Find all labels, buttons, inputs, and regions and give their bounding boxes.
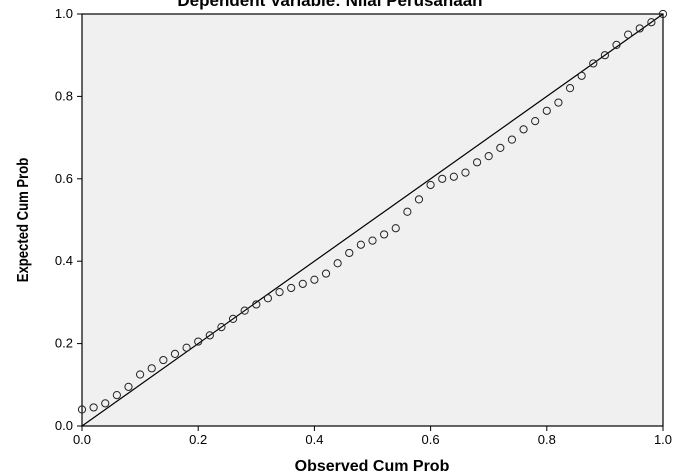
data-point <box>635 24 644 33</box>
data-point <box>554 98 563 107</box>
data-point <box>287 283 296 293</box>
data-point <box>461 168 470 177</box>
data-point <box>414 195 424 204</box>
data-point <box>298 279 307 288</box>
data-point <box>124 382 133 391</box>
data-point <box>159 355 168 365</box>
data-point <box>147 364 156 373</box>
data-point <box>345 248 354 258</box>
data-point <box>484 152 493 161</box>
chart-title: Dependent Variable: Nilai Perusahaan <box>177 0 482 10</box>
y-tick-label: 1.0 <box>55 6 73 21</box>
data-point <box>240 306 249 315</box>
data-point <box>321 269 331 278</box>
data-point <box>496 143 505 152</box>
x-tick-label: 0.2 <box>189 432 207 447</box>
data-point <box>658 9 668 19</box>
data-point <box>403 207 412 216</box>
y-tick-label: 0.8 <box>55 88 73 103</box>
data-point <box>333 259 342 268</box>
data-point <box>217 323 226 332</box>
data-point <box>519 125 528 134</box>
data-point <box>577 71 586 80</box>
data-point <box>356 240 365 249</box>
x-tick-label: 0.8 <box>538 432 556 447</box>
y-tick-label: 0.0 <box>55 418 73 433</box>
data-point <box>612 40 621 50</box>
data-point <box>194 337 203 346</box>
data-point <box>368 236 377 245</box>
data-point <box>647 18 656 27</box>
y-axis-label: Expected Cum Prob <box>15 158 32 283</box>
x-tick-label: 0.0 <box>73 432 91 447</box>
data-point <box>589 59 598 68</box>
data-point <box>449 172 458 181</box>
data-point <box>472 158 482 167</box>
y-tick-label: 0.4 <box>55 253 73 268</box>
x-axis-label: Observed Cum Prob <box>295 458 450 475</box>
data-point <box>101 399 110 408</box>
data-point <box>275 288 284 297</box>
data-point <box>112 391 121 400</box>
data-point <box>89 403 98 412</box>
data-point <box>438 174 447 183</box>
data-point <box>380 230 389 239</box>
data-point <box>542 106 551 115</box>
data-point <box>531 117 540 126</box>
data-point <box>391 224 400 233</box>
axis-ticks: 0.0 0.2 0.4 0.6 0.8 1.0 0.0 0.2 0.4 0.6 0.8 1.0 <box>55 6 672 447</box>
data-point <box>624 30 633 39</box>
data-point <box>136 370 145 379</box>
data-point <box>310 275 319 284</box>
data-point <box>182 343 191 352</box>
data-point <box>228 314 238 323</box>
data-point <box>170 349 180 358</box>
data-point <box>77 405 87 414</box>
data-point <box>263 294 273 303</box>
data-points <box>77 9 668 414</box>
y-tick-label: 0.6 <box>55 171 73 186</box>
x-tick-label: 0.6 <box>422 432 440 447</box>
data-point <box>252 300 261 309</box>
reference-line <box>81 13 664 427</box>
data-point <box>565 84 575 93</box>
y-tick-label: 0.2 <box>55 336 73 351</box>
data-point <box>426 180 435 190</box>
data-point <box>205 331 214 340</box>
data-point <box>507 135 517 144</box>
x-tick-label: 1.0 <box>654 432 672 447</box>
data-point <box>600 51 610 60</box>
x-tick-label: 0.4 <box>305 432 323 447</box>
